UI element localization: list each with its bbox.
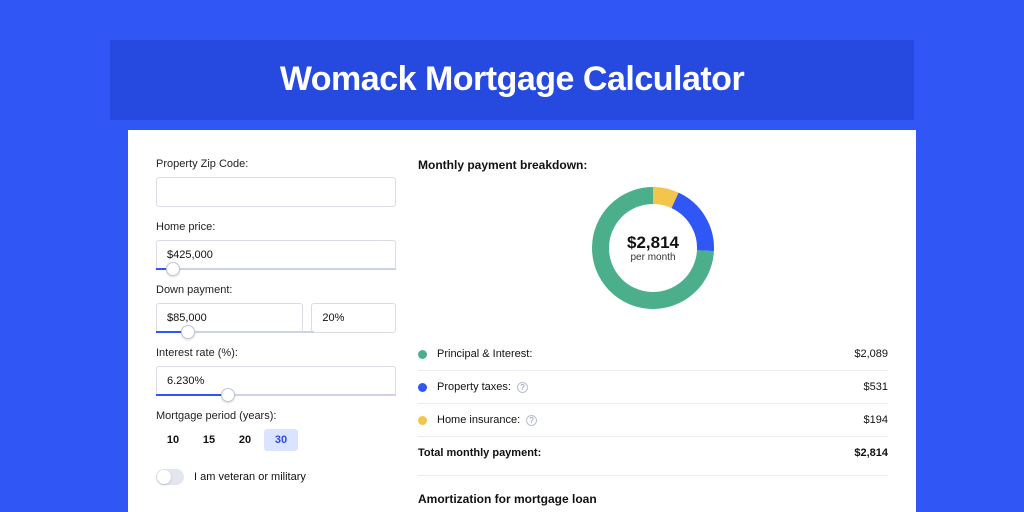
- home-price-slider[interactable]: [156, 268, 396, 270]
- down-payment-amount-input[interactable]: [156, 303, 303, 333]
- zip-field: Property Zip Code:: [156, 158, 396, 207]
- total-row: Total monthly payment: $2,814: [418, 436, 888, 469]
- legend-swatch: [418, 416, 427, 425]
- zip-label: Property Zip Code:: [156, 158, 396, 170]
- veteran-toggle-knob: [157, 470, 171, 484]
- amortization-title: Amortization for mortgage loan: [418, 492, 888, 506]
- home-price-label: Home price:: [156, 221, 396, 233]
- legend-value: $2,089: [854, 348, 888, 360]
- page-title: Womack Mortgage Calculator: [0, 60, 1024, 99]
- legend-label: Home insurance:?: [437, 414, 864, 426]
- interest-rate-slider[interactable]: [156, 394, 396, 396]
- info-icon[interactable]: ?: [517, 382, 528, 393]
- total-value: $2,814: [854, 447, 888, 459]
- legend-row: Home insurance:?$194: [418, 403, 888, 436]
- period-field: Mortgage period (years): 10152030: [156, 410, 396, 451]
- down-payment-slider-thumb[interactable]: [181, 325, 195, 339]
- home-price-field: Home price:: [156, 221, 396, 270]
- veteran-label: I am veteran or military: [194, 471, 306, 483]
- interest-rate-slider-thumb[interactable]: [221, 388, 235, 402]
- period-option-20[interactable]: 20: [228, 429, 262, 451]
- down-payment-slider[interactable]: [156, 331, 314, 333]
- donut-wrap: $2,814 per month: [418, 186, 888, 310]
- legend-swatch: [418, 350, 427, 359]
- legend-row: Property taxes:?$531: [418, 370, 888, 403]
- interest-rate-input[interactable]: [156, 366, 396, 396]
- page-background: Womack Mortgage Calculator Property Zip …: [0, 0, 1024, 512]
- home-price-input[interactable]: [156, 240, 396, 270]
- donut-amount: $2,814: [627, 233, 679, 253]
- interest-rate-field: Interest rate (%):: [156, 347, 396, 396]
- legend-value: $531: [864, 381, 888, 393]
- period-option-30[interactable]: 30: [264, 429, 298, 451]
- home-price-slider-thumb[interactable]: [166, 262, 180, 276]
- veteran-row: I am veteran or military: [156, 469, 396, 485]
- amortization-section: Amortization for mortgage loan Amortizat…: [418, 475, 888, 512]
- period-label: Mortgage period (years):: [156, 410, 396, 422]
- legend-label: Principal & Interest:: [437, 348, 854, 360]
- veteran-toggle[interactable]: [156, 469, 184, 485]
- interest-rate-label: Interest rate (%):: [156, 347, 396, 359]
- legend-row: Principal & Interest:$2,089: [418, 338, 888, 370]
- total-label: Total monthly payment:: [418, 447, 854, 459]
- form-column: Property Zip Code: Home price: Down paym…: [156, 158, 396, 512]
- calculator-card: Property Zip Code: Home price: Down paym…: [128, 130, 916, 512]
- legend: Principal & Interest:$2,089Property taxe…: [418, 338, 888, 436]
- legend-swatch: [418, 383, 427, 392]
- period-option-10[interactable]: 10: [156, 429, 190, 451]
- donut-sub: per month: [630, 252, 675, 263]
- period-option-15[interactable]: 15: [192, 429, 226, 451]
- breakdown-title: Monthly payment breakdown:: [418, 158, 888, 172]
- info-icon[interactable]: ?: [526, 415, 537, 426]
- donut-center: $2,814 per month: [591, 186, 715, 310]
- down-payment-percent-input[interactable]: [311, 303, 396, 333]
- legend-label: Property taxes:?: [437, 381, 864, 393]
- legend-value: $194: [864, 414, 888, 426]
- down-payment-label: Down payment:: [156, 284, 396, 296]
- breakdown-column: Monthly payment breakdown: $2,814 per mo…: [418, 158, 888, 512]
- zip-input[interactable]: [156, 177, 396, 207]
- donut-chart: $2,814 per month: [591, 186, 715, 310]
- period-button-row: 10152030: [156, 429, 396, 451]
- down-payment-field: Down payment:: [156, 284, 396, 333]
